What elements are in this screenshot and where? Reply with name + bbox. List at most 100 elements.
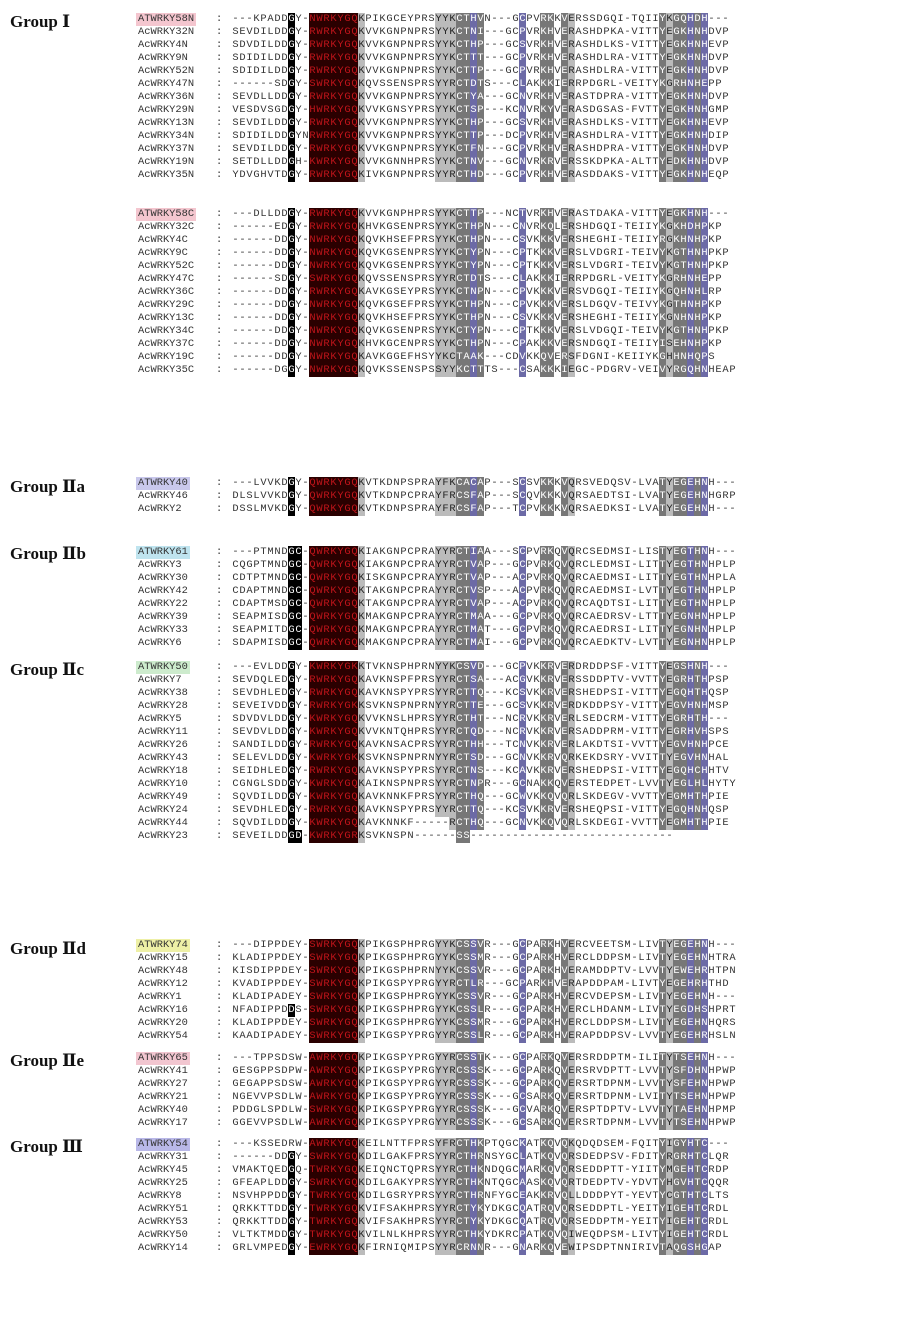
residue: S (232, 117, 239, 129)
residue: T (652, 117, 659, 129)
residue: - (246, 247, 253, 259)
residue: K (358, 286, 365, 299)
residue: Y (295, 260, 302, 272)
residue: Y (442, 221, 449, 234)
residue: A (715, 752, 722, 764)
residue: A (575, 130, 582, 142)
residue: T (610, 939, 617, 951)
residue: S (428, 169, 435, 181)
residue: K (547, 325, 554, 338)
residue: K (330, 13, 337, 26)
residue: G (288, 546, 295, 559)
residue: K (554, 503, 561, 515)
residue: R (568, 65, 575, 78)
residue: S (274, 1078, 281, 1090)
residue: K (330, 661, 337, 674)
residue: - (610, 351, 617, 363)
residue: D (694, 13, 701, 26)
residue: V (631, 26, 638, 38)
residue: G (281, 364, 288, 376)
residue: - (498, 221, 505, 233)
residue: G (386, 965, 393, 977)
residue: P (400, 1117, 407, 1129)
residue: T (694, 674, 701, 687)
residue: K (330, 364, 337, 377)
residue: N (582, 338, 589, 350)
residue: E (596, 585, 603, 597)
residue: - (498, 169, 505, 181)
residue: H (708, 1117, 715, 1129)
residue: Q (673, 286, 680, 299)
residue: W (295, 1117, 302, 1129)
residue: Q (309, 624, 316, 637)
residue: T (533, 1151, 540, 1163)
residue: L (519, 78, 526, 91)
residue: S (428, 221, 435, 233)
residue: C (512, 286, 519, 298)
residue: I (638, 299, 645, 311)
residue: F (442, 477, 449, 490)
residue: V (246, 791, 253, 803)
residue: R (610, 624, 617, 636)
residue: P (365, 1065, 372, 1077)
sequence-name: AcWRKY11 (138, 726, 188, 738)
residue: T (645, 208, 652, 220)
residue: K (358, 130, 365, 143)
residue: Q (351, 726, 358, 739)
residue: I (638, 978, 645, 990)
residue: D (589, 286, 596, 298)
residue: N (687, 286, 694, 299)
residue: I (260, 1017, 267, 1029)
residue: G (673, 260, 680, 273)
residue: P (253, 585, 260, 597)
residue: H (673, 351, 680, 364)
residue: R (449, 585, 456, 598)
residue: Y (337, 700, 344, 713)
residue: H (687, 791, 694, 804)
residue: K (680, 169, 687, 182)
residue: Y (442, 611, 449, 624)
residue: - (239, 208, 246, 220)
residue: F (631, 104, 638, 116)
residue: H (687, 351, 694, 364)
residue: G (680, 585, 687, 598)
residue: V (246, 39, 253, 51)
residue: G (512, 1052, 519, 1064)
residue: P (400, 169, 407, 181)
residue: K (449, 260, 456, 273)
residue: W (316, 965, 323, 978)
residue: H (582, 312, 589, 324)
residue: - (631, 965, 638, 977)
residue: P (477, 260, 484, 273)
residue: G (288, 286, 295, 299)
residue: P (477, 234, 484, 247)
residue: K (358, 830, 365, 843)
residue: T (694, 713, 701, 726)
residue: S (309, 1151, 316, 1164)
residue: I (372, 13, 379, 25)
residue: Q (351, 559, 358, 572)
residue: S (274, 273, 281, 285)
residue: T (456, 351, 463, 364)
residue: T (715, 965, 722, 977)
residue: C (456, 1017, 463, 1030)
residue: Y (295, 91, 302, 103)
residue: G (344, 477, 351, 490)
residue: G (680, 477, 687, 490)
residue: S (379, 78, 386, 90)
residue: Y (295, 791, 302, 803)
residue: D (589, 661, 596, 673)
residue: P (365, 1030, 372, 1042)
residue: A (477, 503, 484, 516)
residue: E (561, 338, 568, 351)
residue: R (449, 1151, 456, 1164)
residue: T (645, 39, 652, 51)
residue: Q (554, 598, 561, 610)
residue: G (673, 791, 680, 804)
residue: P (267, 965, 274, 977)
residue: Y (666, 939, 673, 952)
residue: D (596, 739, 603, 751)
residue: S (274, 1052, 281, 1064)
residue: A (365, 804, 372, 816)
residue: A (526, 273, 533, 285)
